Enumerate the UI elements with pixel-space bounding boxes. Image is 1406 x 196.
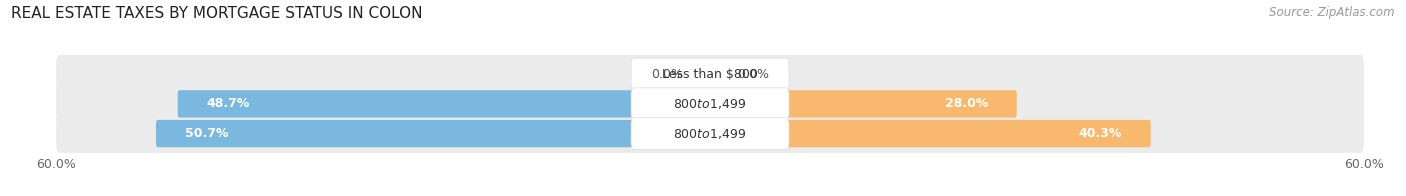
Text: $800 to $1,499: $800 to $1,499 — [673, 97, 747, 111]
FancyBboxPatch shape — [56, 55, 1364, 93]
FancyBboxPatch shape — [56, 114, 1364, 153]
Text: 0.0%: 0.0% — [651, 68, 683, 81]
FancyBboxPatch shape — [631, 58, 789, 90]
FancyBboxPatch shape — [709, 90, 1017, 118]
Text: REAL ESTATE TAXES BY MORTGAGE STATUS IN COLON: REAL ESTATE TAXES BY MORTGAGE STATUS IN … — [11, 6, 423, 21]
Text: 28.0%: 28.0% — [945, 97, 988, 110]
Text: Source: ZipAtlas.com: Source: ZipAtlas.com — [1270, 6, 1395, 19]
FancyBboxPatch shape — [56, 85, 1364, 123]
Text: 0.0%: 0.0% — [737, 68, 769, 81]
Text: $800 to $1,499: $800 to $1,499 — [673, 127, 747, 141]
FancyBboxPatch shape — [631, 118, 789, 150]
FancyBboxPatch shape — [156, 120, 711, 147]
Text: 48.7%: 48.7% — [207, 97, 250, 110]
FancyBboxPatch shape — [177, 90, 711, 118]
Text: 40.3%: 40.3% — [1078, 127, 1122, 140]
FancyBboxPatch shape — [631, 88, 789, 120]
FancyBboxPatch shape — [709, 120, 1150, 147]
Legend: Without Mortgage, With Mortgage: Without Mortgage, With Mortgage — [571, 194, 849, 196]
Text: 50.7%: 50.7% — [184, 127, 228, 140]
Text: Less than $800: Less than $800 — [662, 68, 758, 81]
